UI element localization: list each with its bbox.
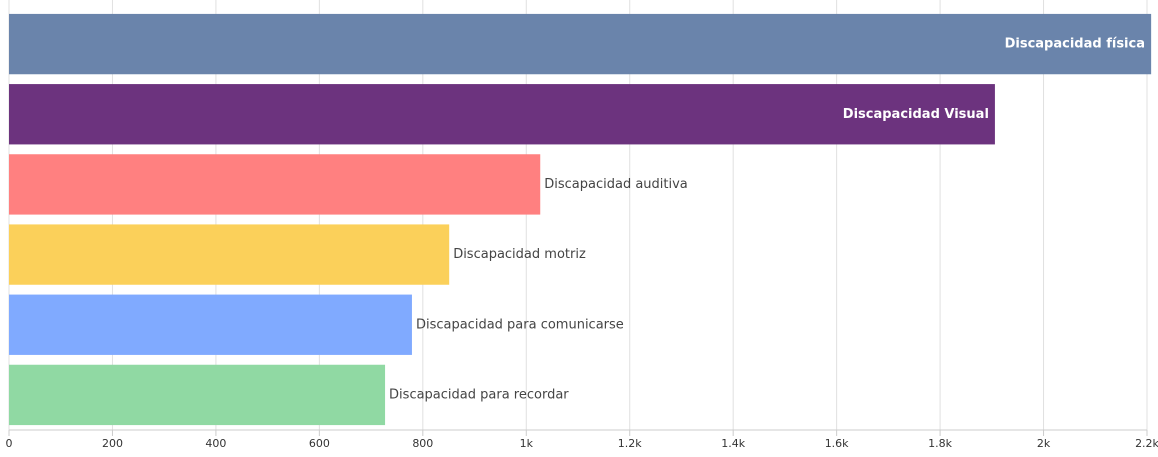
bar — [9, 13, 1152, 75]
bar-label: Discapacidad motriz — [453, 247, 586, 262]
bar — [9, 364, 386, 426]
bar-label: Discapacidad física — [1005, 37, 1145, 52]
bar — [9, 224, 450, 285]
x-tick-label: 1.6k — [825, 437, 849, 450]
x-tick-label: 1k — [520, 437, 534, 450]
x-tick-label: 600 — [309, 437, 330, 450]
bar-label: Discapacidad Visual — [843, 107, 989, 122]
x-tick-label: 1.4k — [721, 437, 745, 450]
bar — [9, 154, 541, 215]
x-tick-label: 400 — [205, 437, 226, 450]
x-tick-label: 0 — [6, 437, 13, 450]
bar — [9, 84, 995, 145]
x-tick-label: 1.2k — [618, 437, 642, 450]
bar-label: Discapacidad para comunicarse — [416, 317, 624, 332]
bar-label: Discapacidad para recordar — [389, 387, 569, 402]
x-tick-label: 2.2k — [1135, 437, 1158, 450]
x-tick-label: 200 — [102, 437, 123, 450]
x-tick-label: 2k — [1037, 437, 1051, 450]
x-tick-label: 800 — [412, 437, 433, 450]
x-tick-label: 1.8k — [928, 437, 952, 450]
bar-label: Discapacidad auditiva — [544, 177, 688, 192]
bar — [9, 294, 412, 355]
